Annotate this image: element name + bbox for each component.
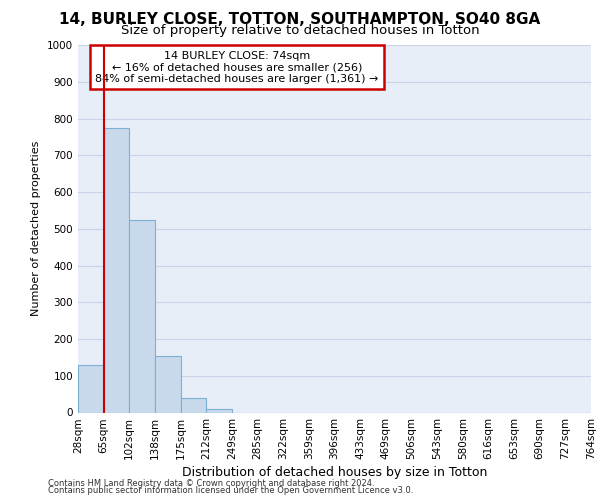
Y-axis label: Number of detached properties: Number of detached properties: [31, 141, 41, 316]
Bar: [104, 128, 130, 412]
Bar: [130, 220, 155, 412]
Bar: [181, 398, 206, 412]
Text: Contains HM Land Registry data © Crown copyright and database right 2024.: Contains HM Land Registry data © Crown c…: [48, 478, 374, 488]
Text: 14, BURLEY CLOSE, TOTTON, SOUTHAMPTON, SO40 8GA: 14, BURLEY CLOSE, TOTTON, SOUTHAMPTON, S…: [59, 12, 541, 28]
Text: Size of property relative to detached houses in Totton: Size of property relative to detached ho…: [121, 24, 479, 37]
Text: 14 BURLEY CLOSE: 74sqm
← 16% of detached houses are smaller (256)
84% of semi-de: 14 BURLEY CLOSE: 74sqm ← 16% of detached…: [95, 50, 379, 84]
X-axis label: Distribution of detached houses by size in Totton: Distribution of detached houses by size …: [182, 466, 487, 479]
Bar: [78, 364, 104, 412]
Text: Contains public sector information licensed under the Open Government Licence v3: Contains public sector information licen…: [48, 486, 413, 495]
Bar: [206, 409, 232, 412]
Bar: [155, 356, 181, 412]
